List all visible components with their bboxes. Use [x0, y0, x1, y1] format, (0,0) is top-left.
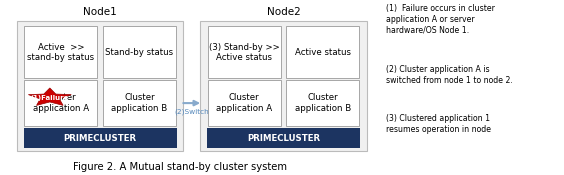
Text: Cluster
application A: Cluster application A — [33, 93, 89, 113]
Polygon shape — [28, 88, 71, 105]
Text: Active  >>
stand-by status: Active >> stand-by status — [27, 43, 94, 62]
Text: PRIMECLUSTER: PRIMECLUSTER — [247, 134, 320, 143]
Text: Active status: Active status — [295, 48, 351, 57]
Text: Stand-by status: Stand-by status — [105, 48, 174, 57]
FancyBboxPatch shape — [208, 80, 280, 126]
Text: (2) Cluster application A is
switched from node 1 to node 2.: (2) Cluster application A is switched fr… — [386, 65, 513, 85]
FancyBboxPatch shape — [207, 128, 360, 148]
Text: PRIMECLUSTER: PRIMECLUSTER — [64, 134, 136, 143]
Text: Cluster
application B: Cluster application B — [294, 93, 351, 113]
Text: (2)Switch: (2)Switch — [174, 108, 209, 115]
FancyBboxPatch shape — [103, 26, 176, 78]
Text: Figure 2. A Mutual stand-by cluster system: Figure 2. A Mutual stand-by cluster syst… — [73, 162, 288, 172]
FancyBboxPatch shape — [208, 26, 280, 78]
FancyBboxPatch shape — [286, 80, 359, 126]
FancyBboxPatch shape — [103, 80, 176, 126]
FancyBboxPatch shape — [24, 26, 97, 78]
Text: Node1: Node1 — [83, 7, 117, 17]
FancyBboxPatch shape — [24, 128, 177, 148]
Text: (1)Failure: (1)Failure — [30, 95, 69, 101]
Text: (1)  Failure occurs in cluster
application A or server
hardware/OS Node 1.: (1) Failure occurs in cluster applicatio… — [386, 4, 495, 35]
Text: Cluster
application B: Cluster application B — [111, 93, 168, 113]
Text: (3) Stand-by >>
Active status: (3) Stand-by >> Active status — [209, 43, 279, 62]
FancyBboxPatch shape — [200, 21, 367, 150]
FancyBboxPatch shape — [24, 80, 97, 126]
Text: Cluster
application A: Cluster application A — [216, 93, 272, 113]
Text: (3) Clustered application 1
resumes operation in node: (3) Clustered application 1 resumes oper… — [386, 114, 491, 134]
FancyBboxPatch shape — [286, 26, 359, 78]
FancyBboxPatch shape — [17, 21, 183, 150]
Text: Node2: Node2 — [267, 7, 300, 17]
